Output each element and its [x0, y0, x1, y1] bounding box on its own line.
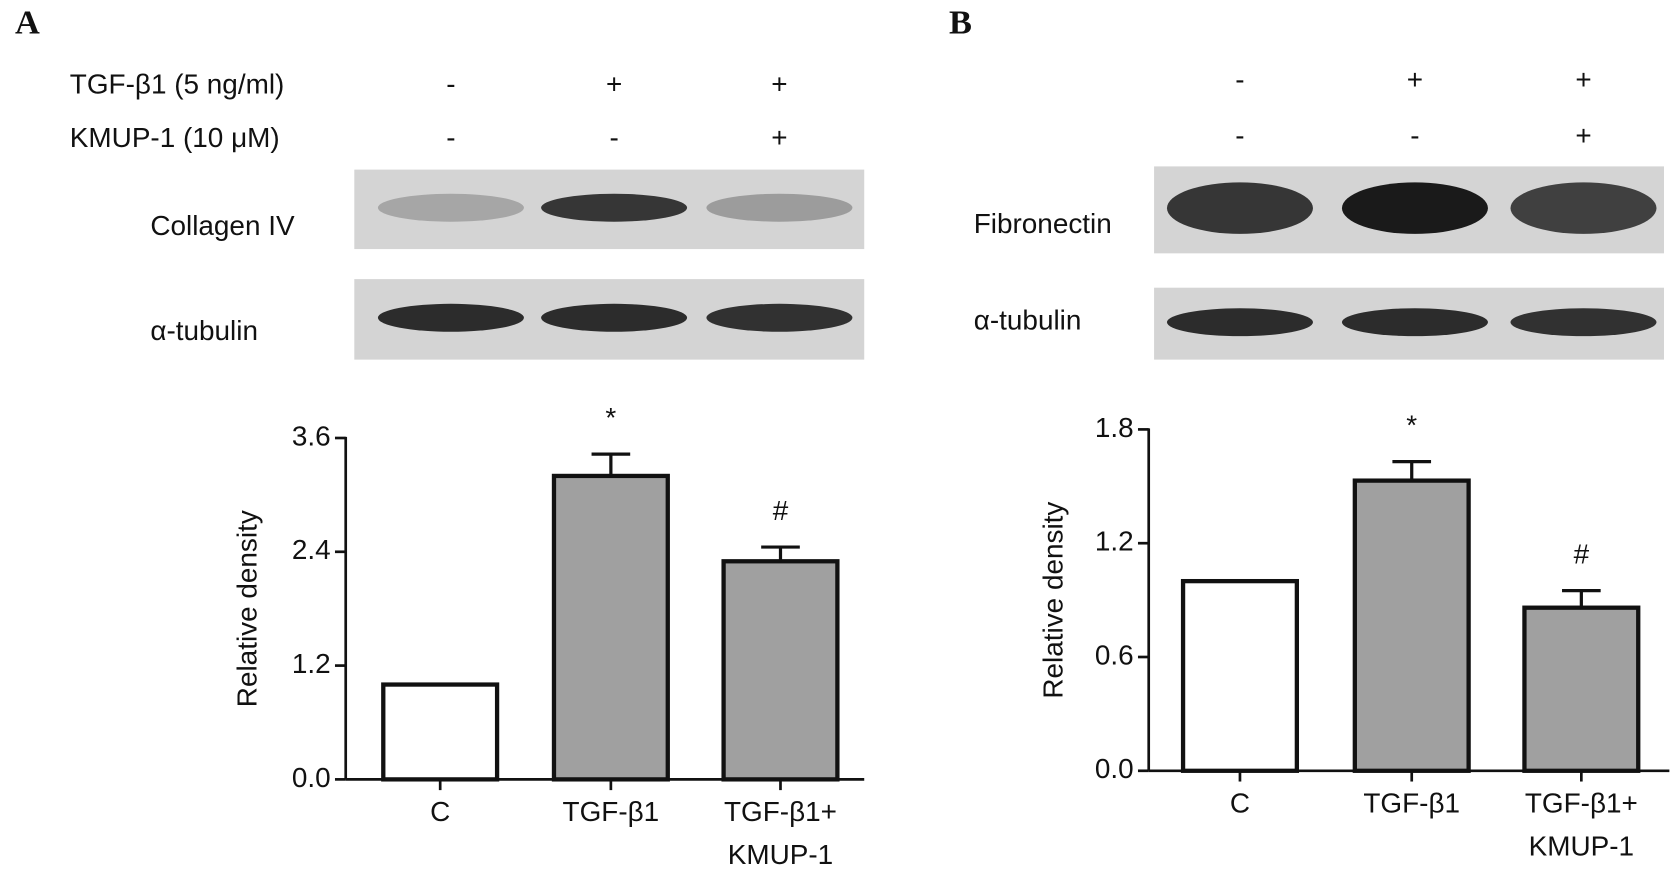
panel-label: B [949, 4, 972, 42]
treatment-sign: - [1410, 120, 1419, 151]
y-tick-label: 1.2 [1095, 526, 1134, 557]
treatment-sign: + [1575, 64, 1591, 95]
blot-band [1166, 308, 1313, 337]
treatment-sign: + [771, 122, 787, 153]
blot-band [377, 193, 524, 222]
treatment-label: TGF-β1 (5 ng/ml) [70, 68, 285, 99]
bar [1352, 478, 1471, 773]
blot-band [1510, 308, 1657, 337]
blot-band [541, 303, 688, 332]
blot-band [1510, 182, 1657, 234]
blot-band [541, 193, 688, 222]
bar [381, 682, 500, 782]
blot-band [1341, 182, 1488, 234]
blot-label: Collagen IV [150, 210, 295, 241]
treatment-sign: + [1575, 120, 1591, 151]
x-tick-label: TGF-β1+ [1525, 788, 1638, 819]
y-tick-label: 0.0 [1095, 753, 1134, 784]
blot-label: α-tubulin [150, 315, 258, 346]
error-bar [591, 452, 631, 476]
blot-band [377, 303, 524, 332]
error-bar [1562, 589, 1601, 608]
treatment-sign: - [446, 122, 455, 153]
blot-band [706, 303, 853, 332]
error-bar [1392, 460, 1432, 481]
x-tick-label: C [1230, 788, 1250, 819]
bar [1522, 605, 1641, 773]
x-tick-label: TGF-β1+ [724, 796, 837, 827]
significance-mark: * [605, 402, 616, 433]
y-tick-label: 1.8 [1095, 412, 1134, 443]
y-axis-title: Relative density [1038, 502, 1069, 699]
significance-mark: # [773, 495, 789, 526]
significance-mark: * [1406, 410, 1417, 441]
treatment-sign: + [606, 68, 622, 99]
y-tick-label: 2.4 [292, 534, 331, 565]
y-tick-label: 3.6 [292, 420, 331, 451]
treatment-sign: + [771, 68, 787, 99]
treatment-sign: - [609, 122, 618, 153]
x-tick-label: TGF-β1 [1363, 788, 1460, 819]
blot-band [706, 193, 853, 222]
y-axis-title: Relative density [231, 510, 262, 707]
bar [1180, 578, 1300, 773]
treatment-sign: - [1235, 64, 1244, 95]
x-tick-label: KMUP-1 [728, 839, 833, 870]
blot-label: α-tubulin [974, 304, 1082, 335]
blot-band [1341, 308, 1488, 337]
treatment-sign: + [1407, 64, 1423, 95]
error-bar [761, 545, 800, 562]
y-tick-label: 0.6 [1095, 639, 1134, 670]
significance-mark: # [1574, 539, 1590, 570]
blot-label: Fibronectin [974, 208, 1112, 239]
y-tick-label: 1.2 [292, 648, 331, 679]
treatment-sign: - [1235, 120, 1244, 151]
x-tick-label: C [430, 796, 450, 827]
y-tick-label: 0.0 [292, 762, 331, 793]
bar [551, 473, 670, 782]
blot-band [1166, 182, 1313, 234]
x-tick-label: TGF-β1 [563, 796, 660, 827]
panel-label: A [15, 4, 40, 42]
bar [721, 559, 840, 782]
treatment-label: KMUP-1 (10 μM) [70, 122, 280, 153]
x-tick-label: KMUP-1 [1529, 830, 1634, 861]
treatment-sign: - [446, 68, 455, 99]
